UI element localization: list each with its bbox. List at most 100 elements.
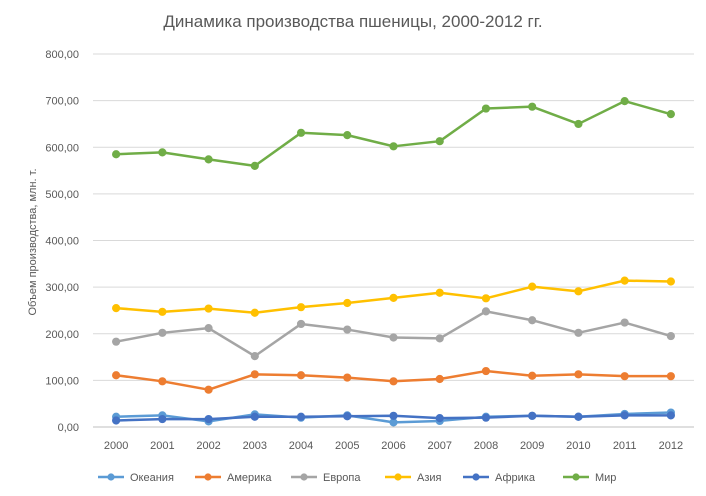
- data-point: [343, 298, 352, 308]
- data-point: [435, 288, 444, 297]
- series-1: [112, 366, 675, 394]
- data-point: [620, 318, 629, 327]
- data-point: [204, 324, 213, 333]
- legend-label: Океания: [130, 472, 174, 484]
- y-axis-label: Объем производства, млн. т.: [27, 168, 39, 315]
- x-tick-label: 2003: [243, 440, 267, 452]
- data-point: [296, 319, 306, 329]
- y-tick-label: 300,00: [45, 282, 79, 294]
- data-point: [158, 328, 167, 337]
- data-point: [620, 276, 629, 285]
- data-point: [250, 161, 259, 170]
- data-point: [204, 414, 213, 424]
- data-point: [204, 385, 213, 394]
- legend-item: Азия: [385, 472, 442, 484]
- data-point: [112, 150, 121, 159]
- legend: Океания Америка Европа Азия Африка Мир: [98, 472, 616, 484]
- data-point: [574, 328, 583, 337]
- data-point: [204, 304, 213, 313]
- data-point: [250, 412, 259, 421]
- series-4: [112, 411, 675, 425]
- legend-swatch-marker: [394, 473, 402, 481]
- legend-swatch-marker: [300, 473, 308, 481]
- y-tick-label: 500,00: [45, 189, 79, 201]
- data-point: [112, 416, 121, 425]
- data-point: [620, 411, 629, 420]
- data-point: [435, 414, 444, 423]
- data-point: [296, 303, 306, 312]
- data-point: [620, 372, 629, 381]
- data-point: [296, 412, 306, 421]
- data-point: [250, 370, 259, 379]
- data-point: [435, 334, 444, 343]
- data-point: [250, 308, 259, 317]
- x-tick-label: 2005: [335, 440, 359, 452]
- x-tick-label: 2004: [289, 440, 313, 452]
- data-point: [158, 377, 167, 386]
- x-axis-ticks: 2000 2001 2002 2003 2004 2005 2006 2007 2008 2009…: [104, 440, 683, 452]
- legend-swatch-marker: [204, 473, 212, 481]
- data-point: [528, 411, 537, 420]
- legend-label: Африка: [495, 472, 536, 484]
- data-point: [389, 293, 398, 302]
- y-tick-label: 100,00: [45, 375, 79, 387]
- data-point: [389, 142, 398, 151]
- chart-title: Динамика производства пшеницы, 2000-2012…: [163, 12, 543, 31]
- legend-swatch-marker: [472, 473, 480, 481]
- y-tick-label: 700,00: [45, 96, 79, 108]
- legend-label: Европа: [323, 472, 361, 484]
- x-tick-label: 2002: [196, 440, 220, 452]
- data-point: [666, 372, 675, 381]
- legend-item: Африка: [463, 472, 536, 484]
- legend-item: Америка: [195, 472, 272, 484]
- legend-label: Америка: [227, 472, 272, 484]
- data-point: [435, 374, 444, 384]
- data-point: [666, 277, 675, 286]
- data-point: [574, 287, 583, 296]
- x-tick-label: 2010: [566, 440, 590, 452]
- data-point: [343, 325, 352, 334]
- legend-label: Мир: [595, 472, 616, 484]
- data-point: [574, 370, 583, 379]
- legend-item: Мир: [563, 472, 616, 484]
- x-tick-label: 2007: [427, 440, 451, 452]
- legend-swatch-marker: [572, 473, 580, 481]
- data-point: [343, 412, 352, 421]
- data-point: [112, 337, 121, 346]
- data-point: [528, 371, 537, 380]
- data-point: [481, 294, 491, 303]
- data-point: [528, 102, 537, 111]
- y-tick-label: 600,00: [45, 142, 79, 154]
- data-point: [112, 304, 121, 313]
- data-point: [204, 155, 213, 164]
- gridlines: [93, 53, 694, 428]
- data-point: [528, 282, 537, 291]
- data-point: [666, 331, 675, 341]
- data-point: [435, 137, 444, 146]
- series-3: [112, 276, 675, 317]
- data-point: [296, 371, 306, 380]
- data-point: [389, 333, 398, 342]
- data-point: [481, 366, 491, 376]
- series-line: [116, 99, 672, 168]
- data-point: [574, 412, 583, 421]
- y-tick-label: 200,00: [45, 329, 79, 341]
- series-lines: [112, 96, 675, 427]
- series-2: [112, 307, 675, 361]
- data-point: [343, 373, 352, 382]
- x-tick-label: 2011: [613, 440, 637, 452]
- data-point: [158, 307, 167, 316]
- series-5: [112, 96, 675, 170]
- x-tick-label: 2006: [381, 440, 405, 452]
- y-axis-ticks: 0,00 100,00 200,00 300,00 400,00 500,00 600,00…: [45, 49, 79, 434]
- data-point: [481, 413, 491, 422]
- legend-swatch-marker: [107, 473, 115, 481]
- data-point: [250, 352, 259, 361]
- data-point: [112, 371, 121, 380]
- data-point: [481, 104, 491, 113]
- data-point: [296, 128, 306, 137]
- data-point: [528, 316, 537, 325]
- data-point: [389, 411, 398, 420]
- y-tick-label: 0,00: [58, 422, 79, 434]
